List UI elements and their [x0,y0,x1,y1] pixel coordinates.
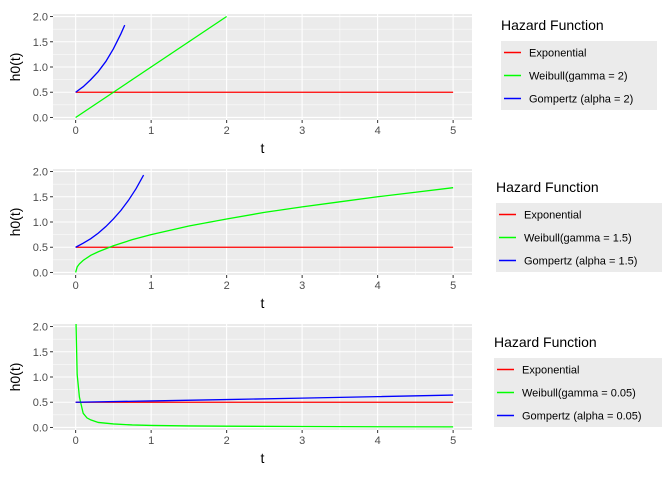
x-tick-label: 3 [299,125,305,137]
legend: Hazard Function Exponential Weibull(gamma … [501,17,657,110]
y-axis-title: h0(t) [7,53,23,82]
x-axis-title: t [261,450,265,466]
y-tick-label: 0.5 [33,242,48,254]
y-tick-label: 1.0 [33,62,48,74]
legend-title: Hazard Function [496,179,599,195]
legend-label: Weibull(gamma = 0.05) [522,388,636,400]
y-tick-label: 0.5 [33,87,48,99]
y-axis-title: h0(t) [7,208,23,237]
y-tick-label: 1.5 [33,347,48,359]
y-tick-label: 1.0 [33,217,48,229]
series-line-weibull-gamma-1-5- [75,187,454,273]
legend-key-background [494,358,662,427]
legend-title: Hazard Function [494,334,597,350]
series-line-gompertz-alpha-1-5- [75,174,145,248]
x-axis-title: t [261,140,265,156]
x-tick-label: 1 [148,435,154,447]
x-tick-label: 5 [450,435,456,447]
y-tick-label: 1.0 [33,372,48,384]
y-tick-label: 2.0 [33,12,48,24]
x-tick-label: 1 [148,125,154,137]
x-tick-label: 1 [148,280,154,292]
y-axis-title: h0(t) [7,363,23,392]
series-line-gompertz-alpha-2- [75,24,126,93]
x-tick-label: 0 [73,125,79,137]
series-group [75,15,454,119]
x-tick-label: 2 [224,435,230,447]
y-tick-label: 0.5 [33,397,48,409]
legend: Hazard Function Exponential Weibull(gamma … [494,334,662,427]
x-tick-label: 3 [299,435,305,447]
x-axis-title: t [261,295,265,311]
y-tick-label: 2.0 [33,322,48,334]
series-group [75,174,454,273]
x-tick-label: 0 [73,435,79,447]
series-group [75,324,454,428]
x-tick-label: 2 [224,125,230,137]
chart-panel-1: 0 1 2 3 4 5 0.0 0.5 1.0 1.5 2.0 t h0(t) Hazard Functi… [7,12,657,156]
legend-label: Gompertz (alpha = 1.5) [524,256,637,268]
legend-key-background [501,41,657,110]
legend-title: Hazard Function [501,17,604,33]
series-line-gompertz-alpha-0-05- [75,394,454,403]
legend-label: Exponential [524,210,582,222]
y-tick-label: 1.5 [33,192,48,204]
legend: Hazard Function Exponential Weibull(gamma … [496,179,662,272]
y-tick-label: 0.0 [33,422,48,434]
legend-label: Weibull(gamma = 1.5) [524,233,632,245]
x-tick-label: 5 [450,280,456,292]
legend-key-background [496,203,662,272]
x-tick-label: 4 [375,435,381,447]
x-tick-label: 2 [224,280,230,292]
legend-label: Exponential [529,48,587,60]
y-tick-label: 0.0 [33,267,48,279]
chart-panel-3: 0 1 2 3 4 5 0.0 0.5 1.0 1.5 2.0 t h0(t) Hazard Functi… [7,322,662,466]
x-tick-label: 3 [299,280,305,292]
y-tick-label: 0.0 [33,112,48,124]
legend-label: Weibull(gamma = 2) [529,71,628,83]
legend-label: Gompertz (alpha = 2) [529,94,633,106]
y-tick-label: 2.0 [33,167,48,179]
legend-label: Gompertz (alpha = 0.05) [522,411,642,423]
x-tick-label: 5 [450,125,456,137]
chart-panel-2: 0 1 2 3 4 5 0.0 0.5 1.0 1.5 2.0 t h0(t) Hazard Functi… [7,167,662,311]
x-tick-label: 0 [73,280,79,292]
series-line-weibull-gamma-2- [75,15,228,119]
x-tick-label: 4 [375,280,381,292]
y-tick-label: 1.5 [33,37,48,49]
x-tick-label: 4 [375,125,381,137]
legend-label: Exponential [522,365,580,377]
